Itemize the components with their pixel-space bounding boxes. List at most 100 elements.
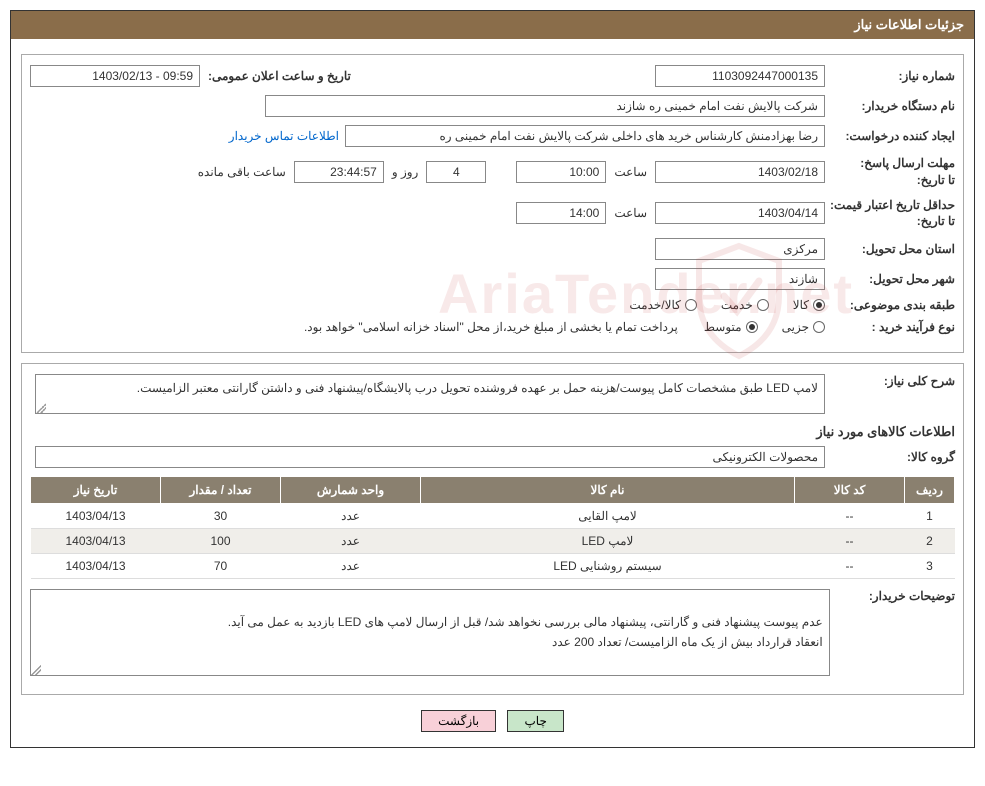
row-process: نوع فرآیند خرید : جزیی متوسط پرداخت تمام … bbox=[30, 320, 955, 334]
process-radio-group: جزیی متوسط bbox=[686, 320, 825, 334]
process-note: پرداخت تمام یا بخشی از مبلغ خرید،از محل … bbox=[304, 320, 678, 334]
row-desc: شرح کلی نیاز: لامپ LED طبق مشخصات کامل پ… bbox=[30, 374, 955, 414]
hours-remaining-field: 23:44:57 bbox=[294, 161, 384, 183]
details-section: شرح کلی نیاز: لامپ LED طبق مشخصات کامل پ… bbox=[21, 363, 964, 695]
table-cell: 3 bbox=[905, 554, 955, 579]
main-container: AriaTender.net جزئیات اطلاعات نیاز شماره… bbox=[10, 10, 975, 748]
validity-time-field: 14:00 bbox=[516, 202, 606, 224]
topic-radio-group: کالا خدمت کالا/خدمت bbox=[611, 298, 825, 312]
validity-date-field: 1403/04/14 bbox=[655, 202, 825, 224]
radio-icon bbox=[813, 321, 825, 333]
city-label: شهر محل تحویل: bbox=[825, 272, 955, 286]
table-cell: 1 bbox=[905, 504, 955, 529]
announce-label: تاریخ و ساعت اعلان عمومی: bbox=[208, 69, 351, 83]
radio-icon bbox=[757, 299, 769, 311]
radio-label: کالا/خدمت bbox=[629, 298, 680, 312]
table-cell: سیستم روشنایی LED bbox=[421, 554, 795, 579]
remaining-text: ساعت باقی مانده bbox=[198, 165, 286, 179]
time-label-2: ساعت bbox=[614, 206, 647, 220]
desc-textarea[interactable]: لامپ LED طبق مشخصات کامل پیوست/هزینه حمل… bbox=[35, 374, 825, 414]
radio-label: متوسط bbox=[704, 320, 742, 334]
table-body: 1--لامپ القاییعدد301403/04/132--لامپ LED… bbox=[31, 504, 955, 579]
deadline-time-field: 10:00 bbox=[516, 161, 606, 183]
table-header-cell: کد کالا bbox=[795, 477, 905, 504]
radio-icon bbox=[685, 299, 697, 311]
buyer-org-field: شرکت پالایش نفت امام خمینی ره شازند bbox=[265, 95, 825, 117]
group-field: محصولات الکترونیکی bbox=[35, 446, 825, 468]
radio-label: جزیی bbox=[782, 320, 809, 334]
validity-label: حداقل تاریخ اعتبار قیمت: تا تاریخ: bbox=[825, 197, 955, 231]
row-need-number: شماره نیاز: 1103092447000135 تاریخ و ساع… bbox=[30, 65, 955, 87]
page-title-bar: جزئیات اطلاعات نیاز bbox=[11, 11, 974, 39]
days-word: روز و bbox=[392, 165, 419, 179]
table-row: 3--سیستم روشنایی LEDعدد701403/04/13 bbox=[31, 554, 955, 579]
row-validity: حداقل تاریخ اعتبار قیمت: تا تاریخ: 1403/… bbox=[30, 197, 955, 231]
topic-label: طبقه بندی موضوعی: bbox=[825, 298, 955, 312]
table-header-cell: تعداد / مقدار bbox=[161, 477, 281, 504]
table-cell: لامپ LED bbox=[421, 529, 795, 554]
table-header-cell: واحد شمارش bbox=[281, 477, 421, 504]
deadline-date-field: 1403/02/18 bbox=[655, 161, 825, 183]
radio-icon bbox=[813, 299, 825, 311]
table-cell: 1403/04/13 bbox=[31, 554, 161, 579]
table-cell: 1403/04/13 bbox=[31, 529, 161, 554]
process-label: نوع فرآیند خرید : bbox=[825, 320, 955, 334]
need-no-label: شماره نیاز: bbox=[825, 69, 955, 83]
radio-icon bbox=[746, 321, 758, 333]
buyer-org-label: نام دستگاه خریدار: bbox=[825, 99, 955, 113]
row-topic: طبقه بندی موضوعی: کالا خدمت کالا/خدمت bbox=[30, 298, 955, 312]
topic-option[interactable]: کالا bbox=[793, 298, 825, 312]
row-group: گروه کالا: محصولات الکترونیکی bbox=[30, 446, 955, 468]
table-cell: 1403/04/13 bbox=[31, 504, 161, 529]
buyer-notes-label: توضیحات خریدار: bbox=[830, 589, 955, 603]
table-cell: لامپ القایی bbox=[421, 504, 795, 529]
resize-grip-icon[interactable] bbox=[36, 403, 46, 413]
requester-field: رضا بهزادمنش کارشناس خرید های داخلی شرکت… bbox=[345, 125, 825, 147]
row-deadline: مهلت ارسال پاسخ: تا تاریخ: 1403/02/18 سا… bbox=[30, 155, 955, 189]
contact-link[interactable]: اطلاعات تماس خریدار bbox=[229, 129, 339, 143]
row-city: شهر محل تحویل: شازند bbox=[30, 268, 955, 290]
process-option[interactable]: جزیی bbox=[782, 320, 825, 334]
table-cell: عدد bbox=[281, 504, 421, 529]
back-button[interactable]: بازگشت bbox=[421, 710, 496, 732]
need-no-field: 1103092447000135 bbox=[655, 65, 825, 87]
days-remaining-field: 4 bbox=[426, 161, 486, 183]
items-table: ردیفکد کالانام کالاواحد شمارشتعداد / مقد… bbox=[30, 476, 955, 579]
province-field: مرکزی bbox=[655, 238, 825, 260]
announce-field: 09:59 - 1403/02/13 bbox=[30, 65, 200, 87]
items-title: اطلاعات کالاهای مورد نیاز bbox=[30, 424, 955, 440]
table-header-row: ردیفکد کالانام کالاواحد شمارشتعداد / مقد… bbox=[31, 477, 955, 504]
group-label: گروه کالا: bbox=[825, 450, 955, 464]
table-cell: 2 bbox=[905, 529, 955, 554]
info-section: شماره نیاز: 1103092447000135 تاریخ و ساع… bbox=[21, 54, 964, 353]
table-header-cell: ردیف bbox=[905, 477, 955, 504]
page-title: جزئیات اطلاعات نیاز bbox=[854, 17, 964, 32]
table-cell: -- bbox=[795, 554, 905, 579]
table-cell: -- bbox=[795, 529, 905, 554]
city-field: شازند bbox=[655, 268, 825, 290]
table-cell: 100 bbox=[161, 529, 281, 554]
topic-option[interactable]: خدمت bbox=[721, 298, 769, 312]
content: شماره نیاز: 1103092447000135 تاریخ و ساع… bbox=[11, 39, 974, 747]
table-header-cell: نام کالا bbox=[421, 477, 795, 504]
row-buyer-notes: توضیحات خریدار: عدم پیوست پیشنهاد فنی و … bbox=[30, 589, 955, 676]
topic-option[interactable]: کالا/خدمت bbox=[629, 298, 696, 312]
row-buyer-org: نام دستگاه خریدار: شرکت پالایش نفت امام … bbox=[30, 95, 955, 117]
deadline-label: مهلت ارسال پاسخ: تا تاریخ: bbox=[825, 155, 955, 189]
province-label: استان محل تحویل: bbox=[825, 242, 955, 256]
radio-label: خدمت bbox=[721, 298, 753, 312]
table-header-cell: تاریخ نیاز bbox=[31, 477, 161, 504]
print-button[interactable]: چاپ bbox=[507, 710, 563, 732]
resize-grip-icon[interactable] bbox=[31, 665, 41, 675]
row-province: استان محل تحویل: مرکزی bbox=[30, 238, 955, 260]
process-option[interactable]: متوسط bbox=[704, 320, 758, 334]
button-row: چاپ بازگشت bbox=[21, 710, 964, 732]
row-requester: ایجاد کننده درخواست: رضا بهزادمنش کارشنا… bbox=[30, 125, 955, 147]
radio-label: کالا bbox=[793, 298, 809, 312]
requester-label: ایجاد کننده درخواست: bbox=[825, 129, 955, 143]
buyer-notes-textarea[interactable]: عدم پیوست پیشنهاد فنی و گارانتی، پیشنهاد… bbox=[30, 589, 830, 676]
table-cell: -- bbox=[795, 504, 905, 529]
table-cell: 70 bbox=[161, 554, 281, 579]
table-row: 2--لامپ LEDعدد1001403/04/13 bbox=[31, 529, 955, 554]
table-cell: عدد bbox=[281, 529, 421, 554]
